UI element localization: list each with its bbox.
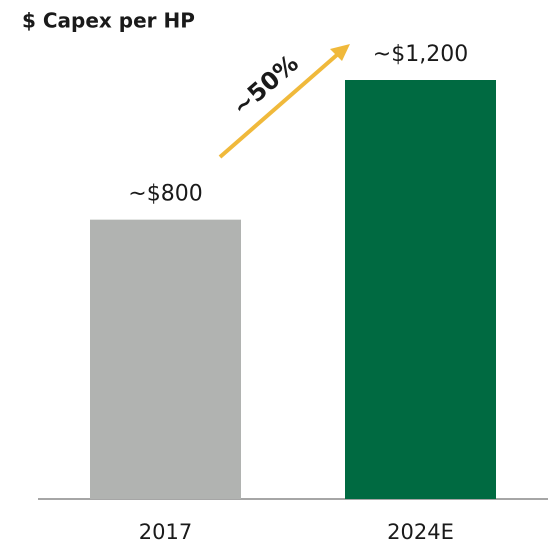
x-tick-label: 2024E — [387, 520, 454, 544]
chart-title: $ Capex per HP — [22, 9, 195, 33]
bar — [345, 80, 496, 499]
bar — [90, 219, 241, 499]
value-label: ~$800 — [128, 182, 202, 207]
x-tick-label: 2017 — [139, 520, 192, 544]
value-label: ~$1,200 — [373, 42, 468, 67]
arrow-head — [330, 44, 350, 61]
growth-annotation: ~50% — [227, 49, 304, 121]
growth-arrow — [218, 52, 340, 159]
